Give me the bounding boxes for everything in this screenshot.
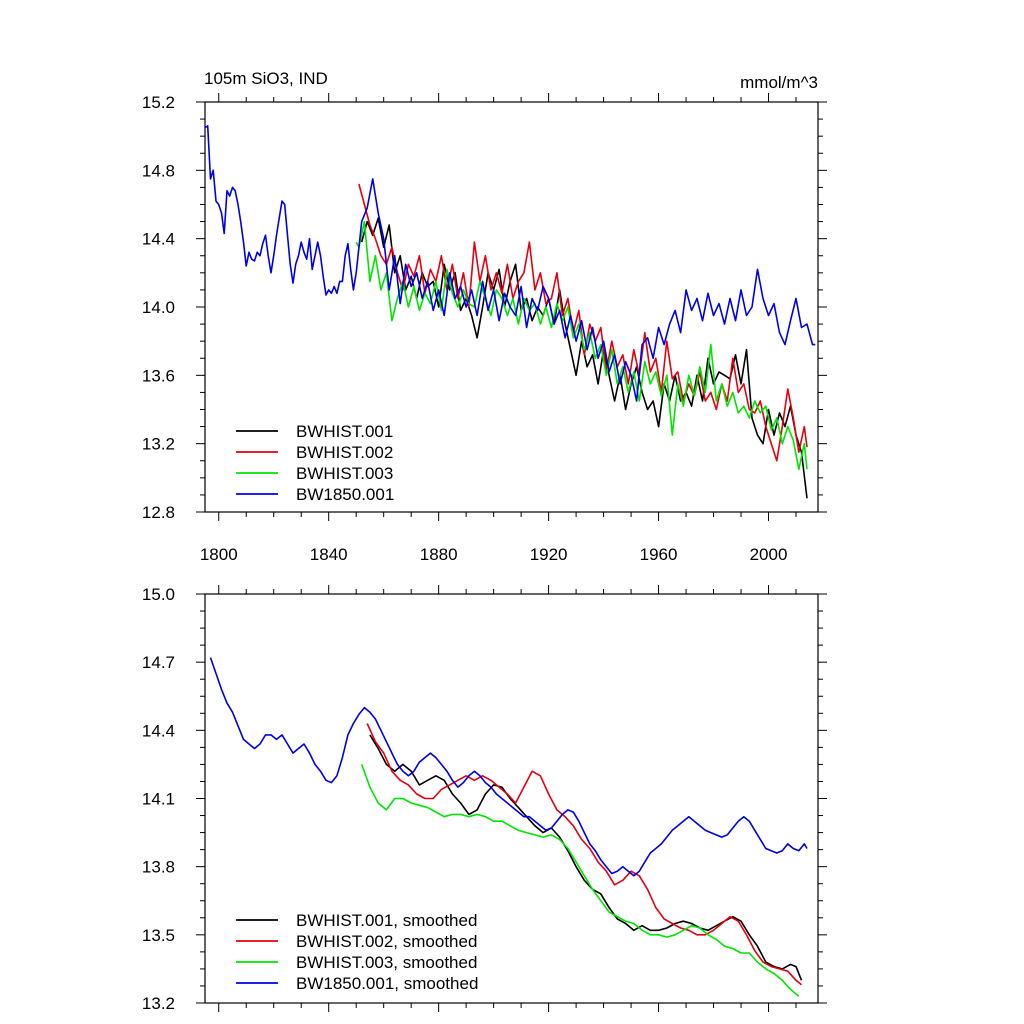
- y-tick-label: 14.8: [142, 161, 175, 180]
- legend-label: BWHIST.001, smoothed: [296, 911, 477, 930]
- x-tick-label: 1880: [420, 545, 458, 564]
- y-tick-label: 15.0: [142, 585, 175, 604]
- y-axis-ticks: [196, 593, 827, 1004]
- x-tick-label: 1960: [640, 545, 678, 564]
- y-tick-label: 14.4: [142, 230, 175, 249]
- series-line-bwhist-002: [358, 183, 808, 462]
- y-tick-label: 15.2: [142, 93, 175, 112]
- legend: BWHIST.001, smoothed BWHIST.002, smoothed…: [236, 911, 478, 993]
- series-line-bwhist-001-smoothed: [369, 734, 803, 981]
- series-line-bwhist-003-smoothed: [360, 764, 800, 997]
- units-label: mmol/m^3: [740, 73, 818, 92]
- x-axis-ticks: [218, 93, 797, 521]
- y-tick-label: 12.8: [142, 503, 175, 522]
- y-tick-label: 13.5: [142, 926, 175, 945]
- y-tick-label: 14.0: [142, 298, 175, 317]
- chart-title: 105m SiO3, IND: [204, 69, 328, 88]
- y-tick-label: 13.2: [142, 994, 175, 1013]
- legend-label: BWHIST.003, smoothed: [296, 953, 477, 972]
- series-line-bw1850-001: [204, 125, 816, 402]
- y-tick-label: 13.2: [142, 435, 175, 454]
- y-axis-ticks: [196, 101, 827, 513]
- series-line-bwhist-002-smoothed: [366, 723, 803, 986]
- series-line-bwhist-003: [355, 220, 808, 471]
- top-panel: 105m SiO3, IND mmol/m^3 1800 1840 1880 1920…: [142, 69, 827, 564]
- y-tick-label: 13.6: [142, 366, 175, 385]
- legend-label: BWHIST.003: [296, 464, 393, 483]
- y-tick-label: 14.4: [142, 721, 175, 740]
- x-axis-ticks: [218, 585, 797, 1012]
- x-tick-label: 1840: [310, 545, 348, 564]
- series-line-bw1850-001-smoothed: [209, 657, 808, 877]
- x-tick-label: 1920: [530, 545, 568, 564]
- legend-label: BW1850.001, smoothed: [296, 974, 478, 993]
- series-line-bwhist-001: [360, 217, 808, 499]
- legend-label: BW1850.001: [296, 485, 394, 504]
- legend-label: BWHIST.001: [296, 422, 393, 441]
- x-tick-label: 2000: [750, 545, 788, 564]
- y-tick-label: 14.7: [142, 653, 175, 672]
- x-tick-label: 1800: [200, 545, 238, 564]
- y-tick-label: 13.8: [142, 858, 175, 877]
- bottom-panel: 13.2 13.5 13.8 14.1 14.4 14.7 15.0 BWHIST.001, …: [142, 585, 827, 1013]
- y-tick-label: 14.1: [142, 790, 175, 809]
- legend: BWHIST.001 BWHIST.002 BWHIST.003 BW1850.001: [236, 422, 394, 504]
- legend-label: BWHIST.002, smoothed: [296, 932, 477, 951]
- legend-label: BWHIST.002: [296, 443, 393, 462]
